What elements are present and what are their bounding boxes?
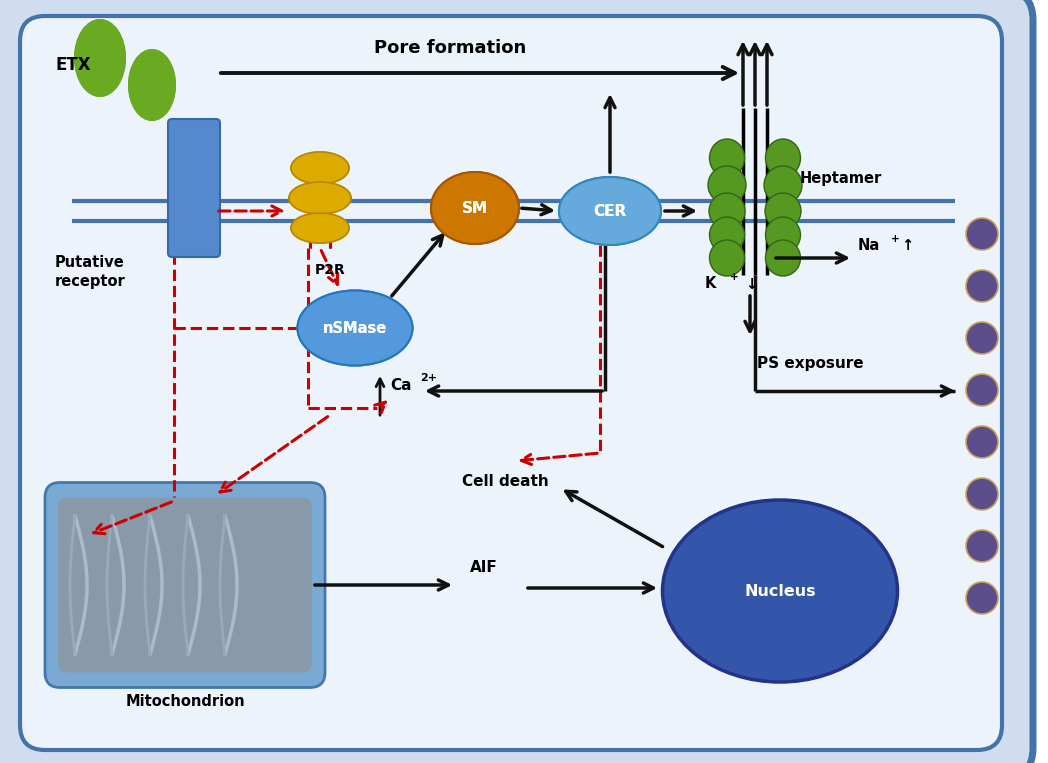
Text: SM: SM bbox=[462, 201, 488, 215]
FancyBboxPatch shape bbox=[20, 16, 1002, 750]
Circle shape bbox=[966, 530, 998, 562]
Text: Pore formation: Pore formation bbox=[374, 39, 526, 57]
Ellipse shape bbox=[431, 172, 519, 244]
Text: 2+: 2+ bbox=[420, 373, 437, 383]
Circle shape bbox=[966, 374, 998, 406]
Ellipse shape bbox=[289, 182, 351, 214]
Text: +: + bbox=[891, 234, 900, 244]
Ellipse shape bbox=[765, 139, 801, 177]
Ellipse shape bbox=[765, 193, 801, 229]
Text: Mitochondrion: Mitochondrion bbox=[125, 694, 245, 710]
Ellipse shape bbox=[662, 500, 897, 682]
Ellipse shape bbox=[291, 213, 349, 243]
Text: Na: Na bbox=[858, 238, 880, 253]
Text: Putative
receptor: Putative receptor bbox=[54, 255, 126, 288]
Text: ↓: ↓ bbox=[745, 277, 758, 292]
Text: SM: SM bbox=[462, 201, 488, 215]
Text: Nucleus: Nucleus bbox=[744, 584, 815, 598]
Ellipse shape bbox=[128, 49, 176, 121]
Text: ETX: ETX bbox=[54, 56, 90, 74]
Text: CER: CER bbox=[593, 204, 627, 218]
Text: P2R: P2R bbox=[315, 263, 346, 277]
Ellipse shape bbox=[709, 240, 744, 276]
Text: PS exposure: PS exposure bbox=[757, 356, 864, 371]
Text: K: K bbox=[705, 276, 717, 291]
Ellipse shape bbox=[765, 240, 801, 276]
Circle shape bbox=[966, 218, 998, 250]
FancyBboxPatch shape bbox=[168, 119, 220, 257]
Ellipse shape bbox=[709, 139, 744, 177]
Ellipse shape bbox=[764, 166, 802, 204]
Text: Ca: Ca bbox=[390, 378, 412, 392]
Ellipse shape bbox=[559, 177, 661, 245]
Ellipse shape bbox=[298, 291, 413, 365]
Circle shape bbox=[966, 270, 998, 302]
Text: nSMase: nSMase bbox=[323, 320, 387, 336]
Ellipse shape bbox=[709, 193, 745, 229]
Text: ↑: ↑ bbox=[901, 238, 913, 253]
Text: Cell death: Cell death bbox=[461, 474, 548, 488]
Text: nSMase: nSMase bbox=[323, 320, 387, 336]
Circle shape bbox=[966, 322, 998, 354]
Ellipse shape bbox=[709, 217, 744, 253]
Ellipse shape bbox=[559, 177, 661, 245]
Circle shape bbox=[966, 478, 998, 510]
Ellipse shape bbox=[74, 19, 126, 97]
Ellipse shape bbox=[298, 291, 413, 365]
Text: CER: CER bbox=[593, 204, 627, 218]
Ellipse shape bbox=[765, 217, 801, 253]
Circle shape bbox=[966, 582, 998, 614]
Circle shape bbox=[966, 426, 998, 458]
Ellipse shape bbox=[289, 182, 351, 214]
Ellipse shape bbox=[291, 152, 349, 184]
Text: +: + bbox=[730, 272, 739, 282]
Ellipse shape bbox=[431, 172, 519, 244]
FancyBboxPatch shape bbox=[45, 482, 325, 687]
Ellipse shape bbox=[708, 166, 746, 204]
Text: Heptamer: Heptamer bbox=[800, 170, 882, 185]
Text: AIF: AIF bbox=[470, 561, 498, 575]
Ellipse shape bbox=[291, 213, 349, 243]
Ellipse shape bbox=[74, 19, 126, 97]
Ellipse shape bbox=[128, 49, 176, 121]
Ellipse shape bbox=[291, 152, 349, 184]
FancyBboxPatch shape bbox=[58, 497, 312, 672]
